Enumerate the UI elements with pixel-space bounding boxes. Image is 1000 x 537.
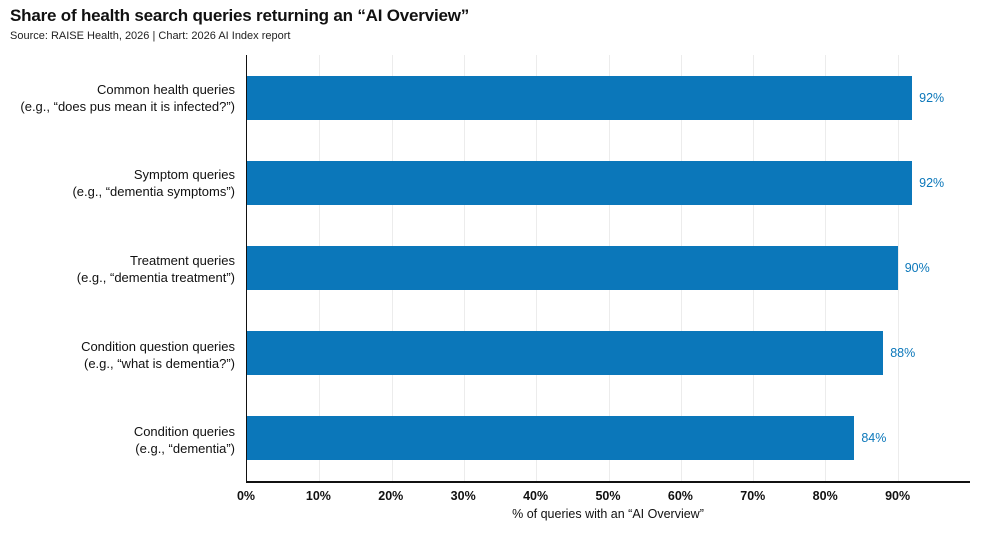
x-axis-tick-label: 30% [450, 489, 476, 503]
plot-area: 92% 92% 90% 88% 84% [246, 55, 970, 483]
chart-title: Share of health search queries returning… [10, 6, 470, 25]
category-label: Condition queries (e.g., “dementia”) [0, 397, 238, 483]
x-axis-ticks: 0% 10% 20% 30% 40% 50% 60% 70% 80% 90% [237, 489, 970, 505]
bar [247, 416, 855, 461]
bar-value-label: 92% [919, 175, 945, 190]
category-example: (e.g., “dementia”) [135, 441, 235, 457]
gridline [897, 55, 899, 481]
x-axis-tick-label: 70% [740, 489, 766, 503]
bar-row: 88% [247, 311, 970, 396]
category-label: Treatment queries (e.g., “dementia treatm… [0, 226, 238, 312]
category-label: Symptom queries (e.g., “dementia symptoms… [0, 141, 238, 227]
x-axis-tick-label: 90% [885, 489, 911, 503]
bar-row: 92% [247, 55, 970, 140]
x-axis-tick-label: 40% [523, 489, 549, 503]
category-example: (e.g., “what is dementia?”) [83, 355, 235, 371]
category-label: Common health queries (e.g., “does pus me… [0, 55, 238, 141]
bar [247, 245, 898, 290]
category-label: Condition question queries (e.g., “what i… [0, 312, 238, 398]
bar-row: 92% [247, 140, 970, 225]
bar-row: 90% [247, 225, 970, 310]
category-name: Symptom queries [133, 167, 235, 183]
category-name: Treatment queries [129, 252, 235, 268]
bar [247, 75, 913, 120]
x-axis-tick-label: 80% [812, 489, 838, 503]
bar [247, 160, 913, 205]
category-example: (e.g., “dementia treatment”) [76, 269, 235, 285]
bar-value-label: 84% [861, 431, 887, 446]
bar-value-label: 88% [890, 346, 916, 361]
bar [247, 331, 884, 376]
chart-source: Source: RAISE Health, 2026 | Chart: 2026… [10, 30, 291, 42]
x-axis-tick-label: 20% [378, 489, 404, 503]
bar-row: 84% [247, 396, 970, 481]
x-axis-label: % of queries with an “AI Overview” [512, 507, 704, 521]
category-name: Common health queries [96, 81, 235, 97]
category-name: Condition question queries [81, 338, 235, 354]
x-axis-tick-label: 10% [305, 489, 331, 503]
bar-value-label: 92% [919, 90, 945, 105]
category-example: (e.g., “does pus mean it is infected?”) [20, 98, 235, 114]
category-example: (e.g., “dementia symptoms”) [72, 184, 235, 200]
category-labels: Common health queries (e.g., “does pus me… [0, 55, 238, 483]
x-axis-tick-label: 50% [595, 489, 621, 503]
x-axis-tick-label: 60% [667, 489, 693, 503]
bar-value-label: 90% [904, 260, 930, 275]
x-axis-tick-label: 0% [236, 489, 256, 503]
category-name: Condition queries [133, 424, 235, 440]
